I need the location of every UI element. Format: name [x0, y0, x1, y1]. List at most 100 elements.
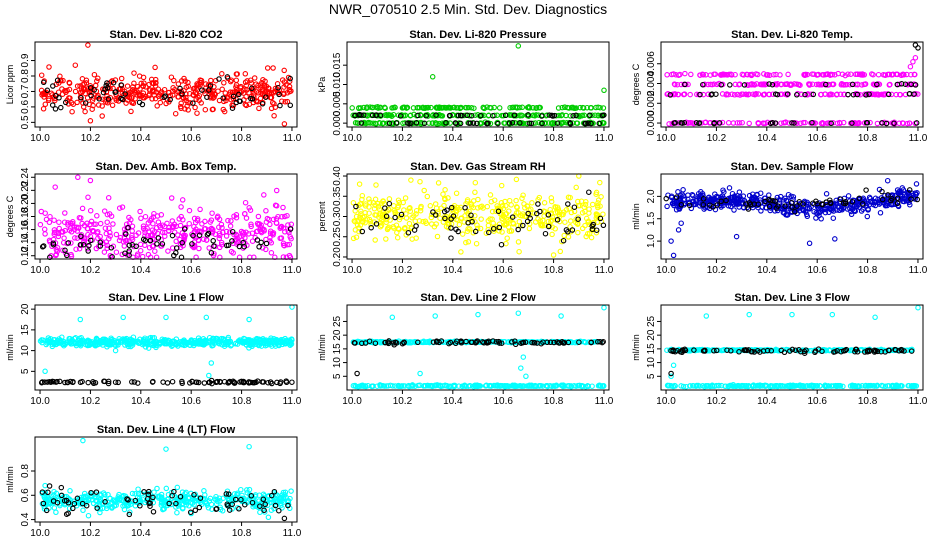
data-point: [85, 42, 91, 48]
x-tick-label: 10.4: [757, 396, 777, 407]
data-points: [663, 177, 921, 259]
data-point: [177, 85, 183, 92]
data-point: [42, 210, 48, 216]
data-point: [137, 86, 143, 92]
data-point: [246, 316, 252, 323]
data-point: [267, 221, 273, 228]
data-point: [208, 217, 215, 223]
data-point: [886, 71, 893, 78]
data-point: [219, 71, 225, 77]
x-tick-label: 10.8: [232, 396, 252, 407]
data-point: [526, 120, 533, 126]
x-tick-label: 10.2: [81, 265, 101, 276]
data-point: [225, 242, 232, 249]
chart-panel: Stan. Dev. Li-820 Temp.10.0 10.2 10.4 10.6 1…: [631, 29, 928, 144]
data-point: [154, 241, 160, 247]
data-point: [174, 232, 181, 238]
data-point: [247, 207, 254, 213]
y-tick-label: 5: [646, 373, 657, 379]
data-point: [392, 104, 398, 111]
data-point: [72, 62, 79, 68]
data-points: [349, 43, 607, 127]
data-point: [719, 119, 726, 126]
data-point: [205, 230, 212, 237]
data-points: [350, 304, 607, 390]
data-point: [703, 313, 710, 319]
data-point: [472, 112, 478, 118]
data-point: [507, 104, 513, 111]
data-point: [87, 118, 94, 124]
y-tick-label: 0.000: [646, 110, 657, 135]
data-point: [279, 98, 285, 104]
data-point: [212, 91, 218, 98]
data-point: [54, 77, 61, 84]
x-tick-label: 10.0: [656, 133, 676, 144]
data-point: [119, 96, 126, 103]
data-point: [257, 95, 264, 102]
data-point: [915, 45, 921, 51]
data-point: [244, 242, 250, 249]
data-point: [198, 100, 204, 106]
panel-title: Stan. Dev. Li-820 Pressure: [409, 29, 546, 41]
data-point: [128, 108, 134, 115]
data-point: [159, 94, 165, 101]
data-point: [386, 196, 393, 202]
data-point: [526, 105, 533, 111]
x-tick-label: 10.4: [443, 265, 463, 276]
data-point: [147, 237, 154, 244]
data-point: [118, 75, 125, 82]
data-point: [181, 235, 188, 241]
x-tick-label: 10.8: [544, 133, 564, 144]
data-point: [468, 105, 475, 111]
data-point: [474, 120, 480, 127]
data-point: [441, 202, 447, 209]
plot-frame: [34, 41, 298, 128]
data-point: [244, 78, 250, 84]
y-tick-label: 2.0: [646, 189, 657, 203]
data-point: [361, 112, 367, 118]
x-tick-label: 10.6: [807, 265, 827, 276]
data-point: [194, 216, 201, 222]
data-point: [397, 214, 403, 220]
data-point: [600, 105, 607, 111]
data-point: [56, 95, 62, 101]
data-point: [587, 112, 593, 119]
data-point: [78, 233, 84, 240]
data-point: [467, 120, 474, 126]
data-point: [281, 242, 288, 249]
data-point: [818, 216, 824, 222]
data-point: [375, 200, 381, 207]
data-point: [51, 505, 58, 511]
data-point: [794, 120, 800, 127]
data-point: [123, 100, 129, 106]
data-point: [383, 236, 389, 242]
data-point: [105, 195, 112, 201]
y-tick-label: 20: [332, 329, 343, 341]
data-point: [844, 81, 850, 88]
data-point: [178, 204, 184, 210]
data-point: [596, 120, 603, 127]
data-point: [42, 231, 48, 237]
y-tick-label: 0.9: [20, 53, 31, 67]
data-point: [465, 104, 472, 111]
data-point: [407, 112, 414, 119]
y-tick-label: 15: [646, 343, 657, 355]
data-point: [861, 120, 868, 126]
data-point: [785, 71, 791, 78]
data-point: [696, 120, 703, 126]
data-point: [433, 221, 439, 227]
x-tick-label: 11.0: [909, 396, 928, 407]
data-point: [93, 221, 99, 227]
data-point: [266, 85, 272, 92]
data-point: [275, 84, 281, 91]
data-point: [109, 102, 116, 109]
data-point: [490, 113, 496, 119]
data-point: [789, 311, 795, 318]
data-point: [912, 71, 918, 78]
data-point: [475, 196, 481, 203]
data-point: [589, 201, 596, 208]
data-point: [68, 240, 74, 246]
data-point: [537, 104, 543, 111]
data-point: [739, 119, 745, 126]
